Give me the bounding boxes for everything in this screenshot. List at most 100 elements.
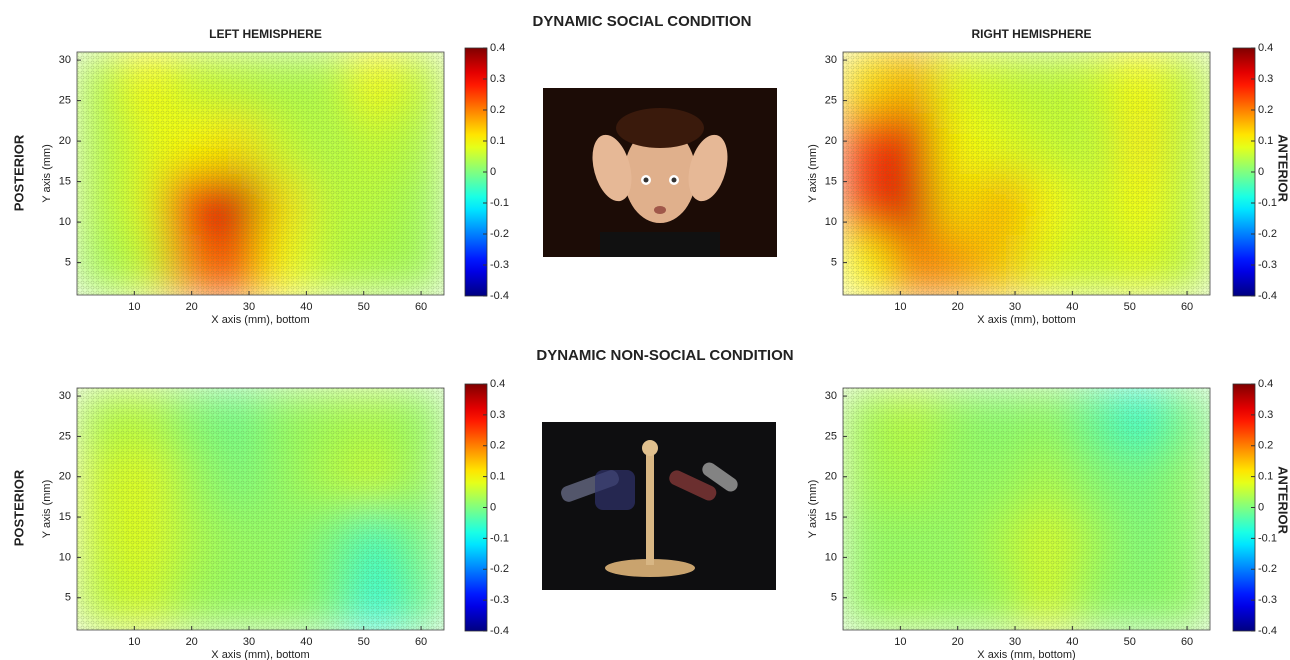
x-tick-label: 50: [358, 301, 370, 313]
side-label: ANTERIOR: [1276, 134, 1290, 203]
y-tick-label: 20: [825, 471, 837, 483]
x-tick-label: 20: [186, 301, 198, 313]
side-label: POSTERIOR: [11, 469, 26, 546]
colorbar-tick-label: -0.4: [490, 290, 509, 302]
y-tick-label: 15: [59, 176, 71, 188]
y-tick-label: 25: [825, 95, 837, 107]
y-tick-label: 10: [59, 551, 71, 563]
y-tick-label: 30: [59, 54, 71, 66]
y-tick-label: 20: [825, 135, 837, 147]
colorbar-tick-label: -0.4: [1258, 290, 1277, 302]
x-tick-label: 40: [1066, 636, 1078, 648]
plot-frame: [76, 51, 445, 296]
colorbar-tick-label: 0.4: [1258, 42, 1273, 54]
colorbar-tick-label: 0.1: [490, 471, 505, 483]
x-axis-label: X axis (mm), bottom: [977, 314, 1075, 326]
y-tick-label: 5: [65, 257, 71, 269]
heatmap: [77, 52, 444, 295]
colorbar-tick-label: -0.4: [1258, 625, 1277, 637]
colorbar-tick-label: 0.4: [490, 378, 505, 390]
colorbar-tick-label: 0.3: [1258, 73, 1273, 85]
x-tick-label: 30: [243, 636, 255, 648]
condition-title: DYNAMIC SOCIAL CONDITION: [533, 13, 752, 30]
y-tick-label: 10: [825, 216, 837, 228]
colorbar-tick-label: -0.2: [1258, 228, 1277, 240]
colorbar-tick-label: 0.3: [490, 409, 505, 421]
colorbar-tick-label: 0.1: [490, 135, 505, 147]
colorbar-tick-label: 0: [490, 501, 496, 513]
colorbar-tick-label: 0: [490, 166, 496, 178]
side-label: ANTERIOR: [1276, 466, 1290, 535]
colorbar-tick-label: 0.4: [490, 42, 505, 54]
side-label: POSTERIOR: [11, 134, 26, 211]
y-tick-label: 5: [831, 592, 837, 604]
colorbar-tick-label: -0.2: [1258, 563, 1277, 575]
colorbar-tick-label: -0.4: [490, 625, 509, 637]
heatmap: [77, 388, 444, 630]
colorbar-tick-label: -0.1: [490, 532, 509, 544]
colorbar-tick-label: 0: [1258, 166, 1264, 178]
plot-frame: [842, 51, 1211, 296]
photo-face: [543, 88, 777, 257]
x-tick-label: 40: [300, 301, 312, 313]
x-tick-label: 40: [1066, 301, 1078, 313]
y-tick-label: 30: [825, 54, 837, 66]
x-tick-label: 30: [243, 301, 255, 313]
colorbar-tick-label: -0.1: [1258, 197, 1277, 209]
y-tick-label: 30: [825, 390, 837, 402]
x-tick-label: 20: [952, 636, 964, 648]
y-tick-label: 15: [825, 176, 837, 188]
x-tick-label: 10: [894, 636, 906, 648]
dot-texture: [843, 388, 1210, 630]
y-axis-label: Y axis (mm): [807, 144, 819, 202]
y-tick-label: 25: [59, 430, 71, 442]
y-tick-label: 15: [59, 511, 71, 523]
x-axis-label: X axis (mm), bottom: [211, 649, 309, 660]
colorbar-tick-label: -0.3: [490, 259, 509, 271]
colorbar-tick-label: -0.1: [490, 197, 509, 209]
y-axis-label: Y axis (mm): [41, 480, 53, 538]
x-axis-label: X axis (mm, bottom): [977, 649, 1075, 660]
y-axis-label: Y axis (mm): [807, 480, 819, 538]
colorbar-tick-label: 0.1: [1258, 135, 1273, 147]
colorbar-tick-label: 0.2: [1258, 440, 1273, 452]
x-tick-label: 10: [128, 636, 140, 648]
y-tick-label: 5: [65, 592, 71, 604]
x-tick-label: 20: [186, 636, 198, 648]
colorbar-tick-label: 0.2: [1258, 104, 1273, 116]
x-tick-label: 60: [1181, 636, 1193, 648]
colorbar-tick-label: 0.3: [1258, 409, 1273, 421]
y-tick-label: 25: [59, 95, 71, 107]
colorbar-tick-label: 0.1: [1258, 471, 1273, 483]
colorbar-tick-label: -0.3: [1258, 594, 1277, 606]
y-tick-label: 10: [825, 551, 837, 563]
photo-object: [542, 422, 776, 590]
x-tick-label: 30: [1009, 301, 1021, 313]
colorbar-tick-label: -0.2: [490, 563, 509, 575]
x-tick-label: 60: [1181, 301, 1193, 313]
x-tick-label: 10: [128, 301, 140, 313]
x-tick-label: 60: [415, 636, 427, 648]
colorbar-tick-label: -0.3: [490, 594, 509, 606]
colorbar-tick-label: 0.3: [490, 73, 505, 85]
colorbar-tick-label: 0: [1258, 501, 1264, 513]
condition-title: DYNAMIC NON-SOCIAL CONDITION: [536, 347, 793, 364]
colorbar-tick-label: -0.3: [1258, 259, 1277, 271]
colorbar-tick-label: 0.2: [490, 440, 505, 452]
heatmap: [843, 52, 1210, 295]
y-tick-label: 10: [59, 216, 71, 228]
x-tick-label: 50: [1124, 301, 1136, 313]
colorbar-tick-label: -0.2: [490, 228, 509, 240]
y-tick-label: 30: [59, 390, 71, 402]
colorbar-tick-label: 0.4: [1258, 378, 1273, 390]
y-tick-label: 20: [59, 135, 71, 147]
panel-title: RIGHT HEMISPHERE: [971, 27, 1091, 41]
heatmap: [843, 388, 1210, 630]
x-tick-label: 20: [952, 301, 964, 313]
colorbar-tick-label: 0.2: [490, 104, 505, 116]
colorbar-tick-label: -0.1: [1258, 532, 1277, 544]
x-tick-label: 50: [1124, 636, 1136, 648]
y-axis-label: Y axis (mm): [41, 144, 53, 202]
x-tick-label: 60: [415, 301, 427, 313]
